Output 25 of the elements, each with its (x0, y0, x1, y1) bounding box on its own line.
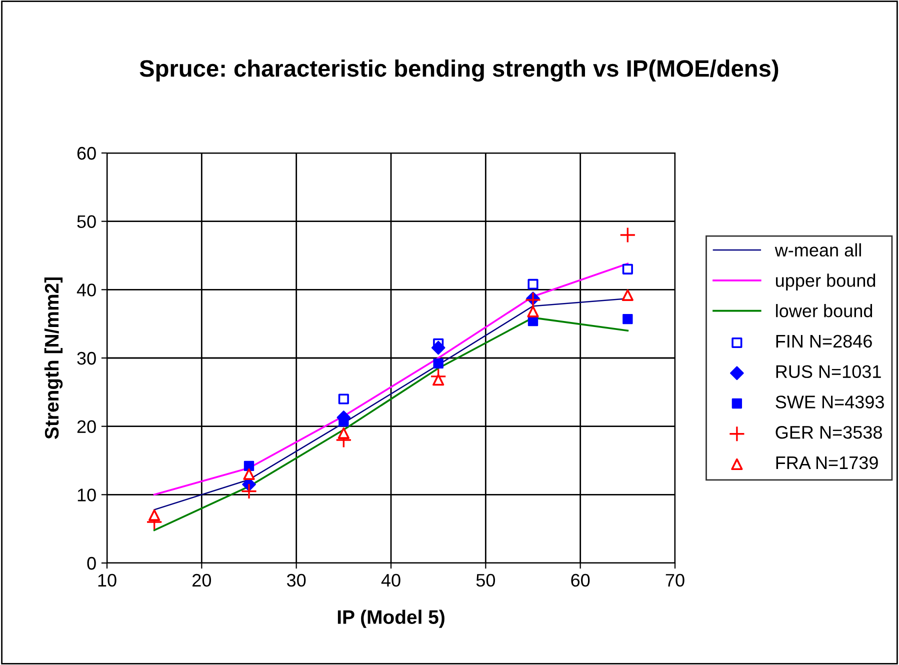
y-tick-label: 50 (77, 215, 96, 228)
x-tick-label: 30 (286, 574, 306, 587)
legend-label: FIN N=2846 (776, 334, 872, 348)
y-tick-label: 0 (87, 556, 96, 570)
legend-label: lower bound (776, 304, 872, 318)
x-axis-title: IP (Model 5) (338, 610, 444, 628)
legend-label: upper bound (776, 274, 876, 290)
x-tick-label: 50 (476, 574, 496, 587)
legend-label: FRA N=1739 (776, 456, 878, 470)
x-tick-label: 70 (666, 574, 684, 587)
legend-label: RUS N=1031 (776, 365, 881, 378)
y-tick-label: 60 (77, 146, 96, 160)
y-tick-label: 30 (77, 352, 96, 365)
legend-label: SWE N=4393 (776, 396, 884, 408)
x-tick-label: 60 (571, 574, 590, 587)
x-tick-label: 40 (381, 574, 400, 587)
chart-title: Spruce: characteristic bending strength vs IP(MOE/dens) (140, 60, 778, 82)
y-axis-title: Strength [N/mm2] (44, 278, 63, 439)
legend-label: w-mean all (774, 243, 861, 257)
y-tick-label: 10 (78, 488, 96, 502)
legend-label: GER N=3538 (776, 426, 882, 439)
x-tick-label: 20 (192, 574, 212, 587)
x-tick-label: 10 (98, 574, 116, 587)
y-tick-label: 40 (76, 284, 96, 296)
y-tick-label: 20 (77, 420, 96, 434)
